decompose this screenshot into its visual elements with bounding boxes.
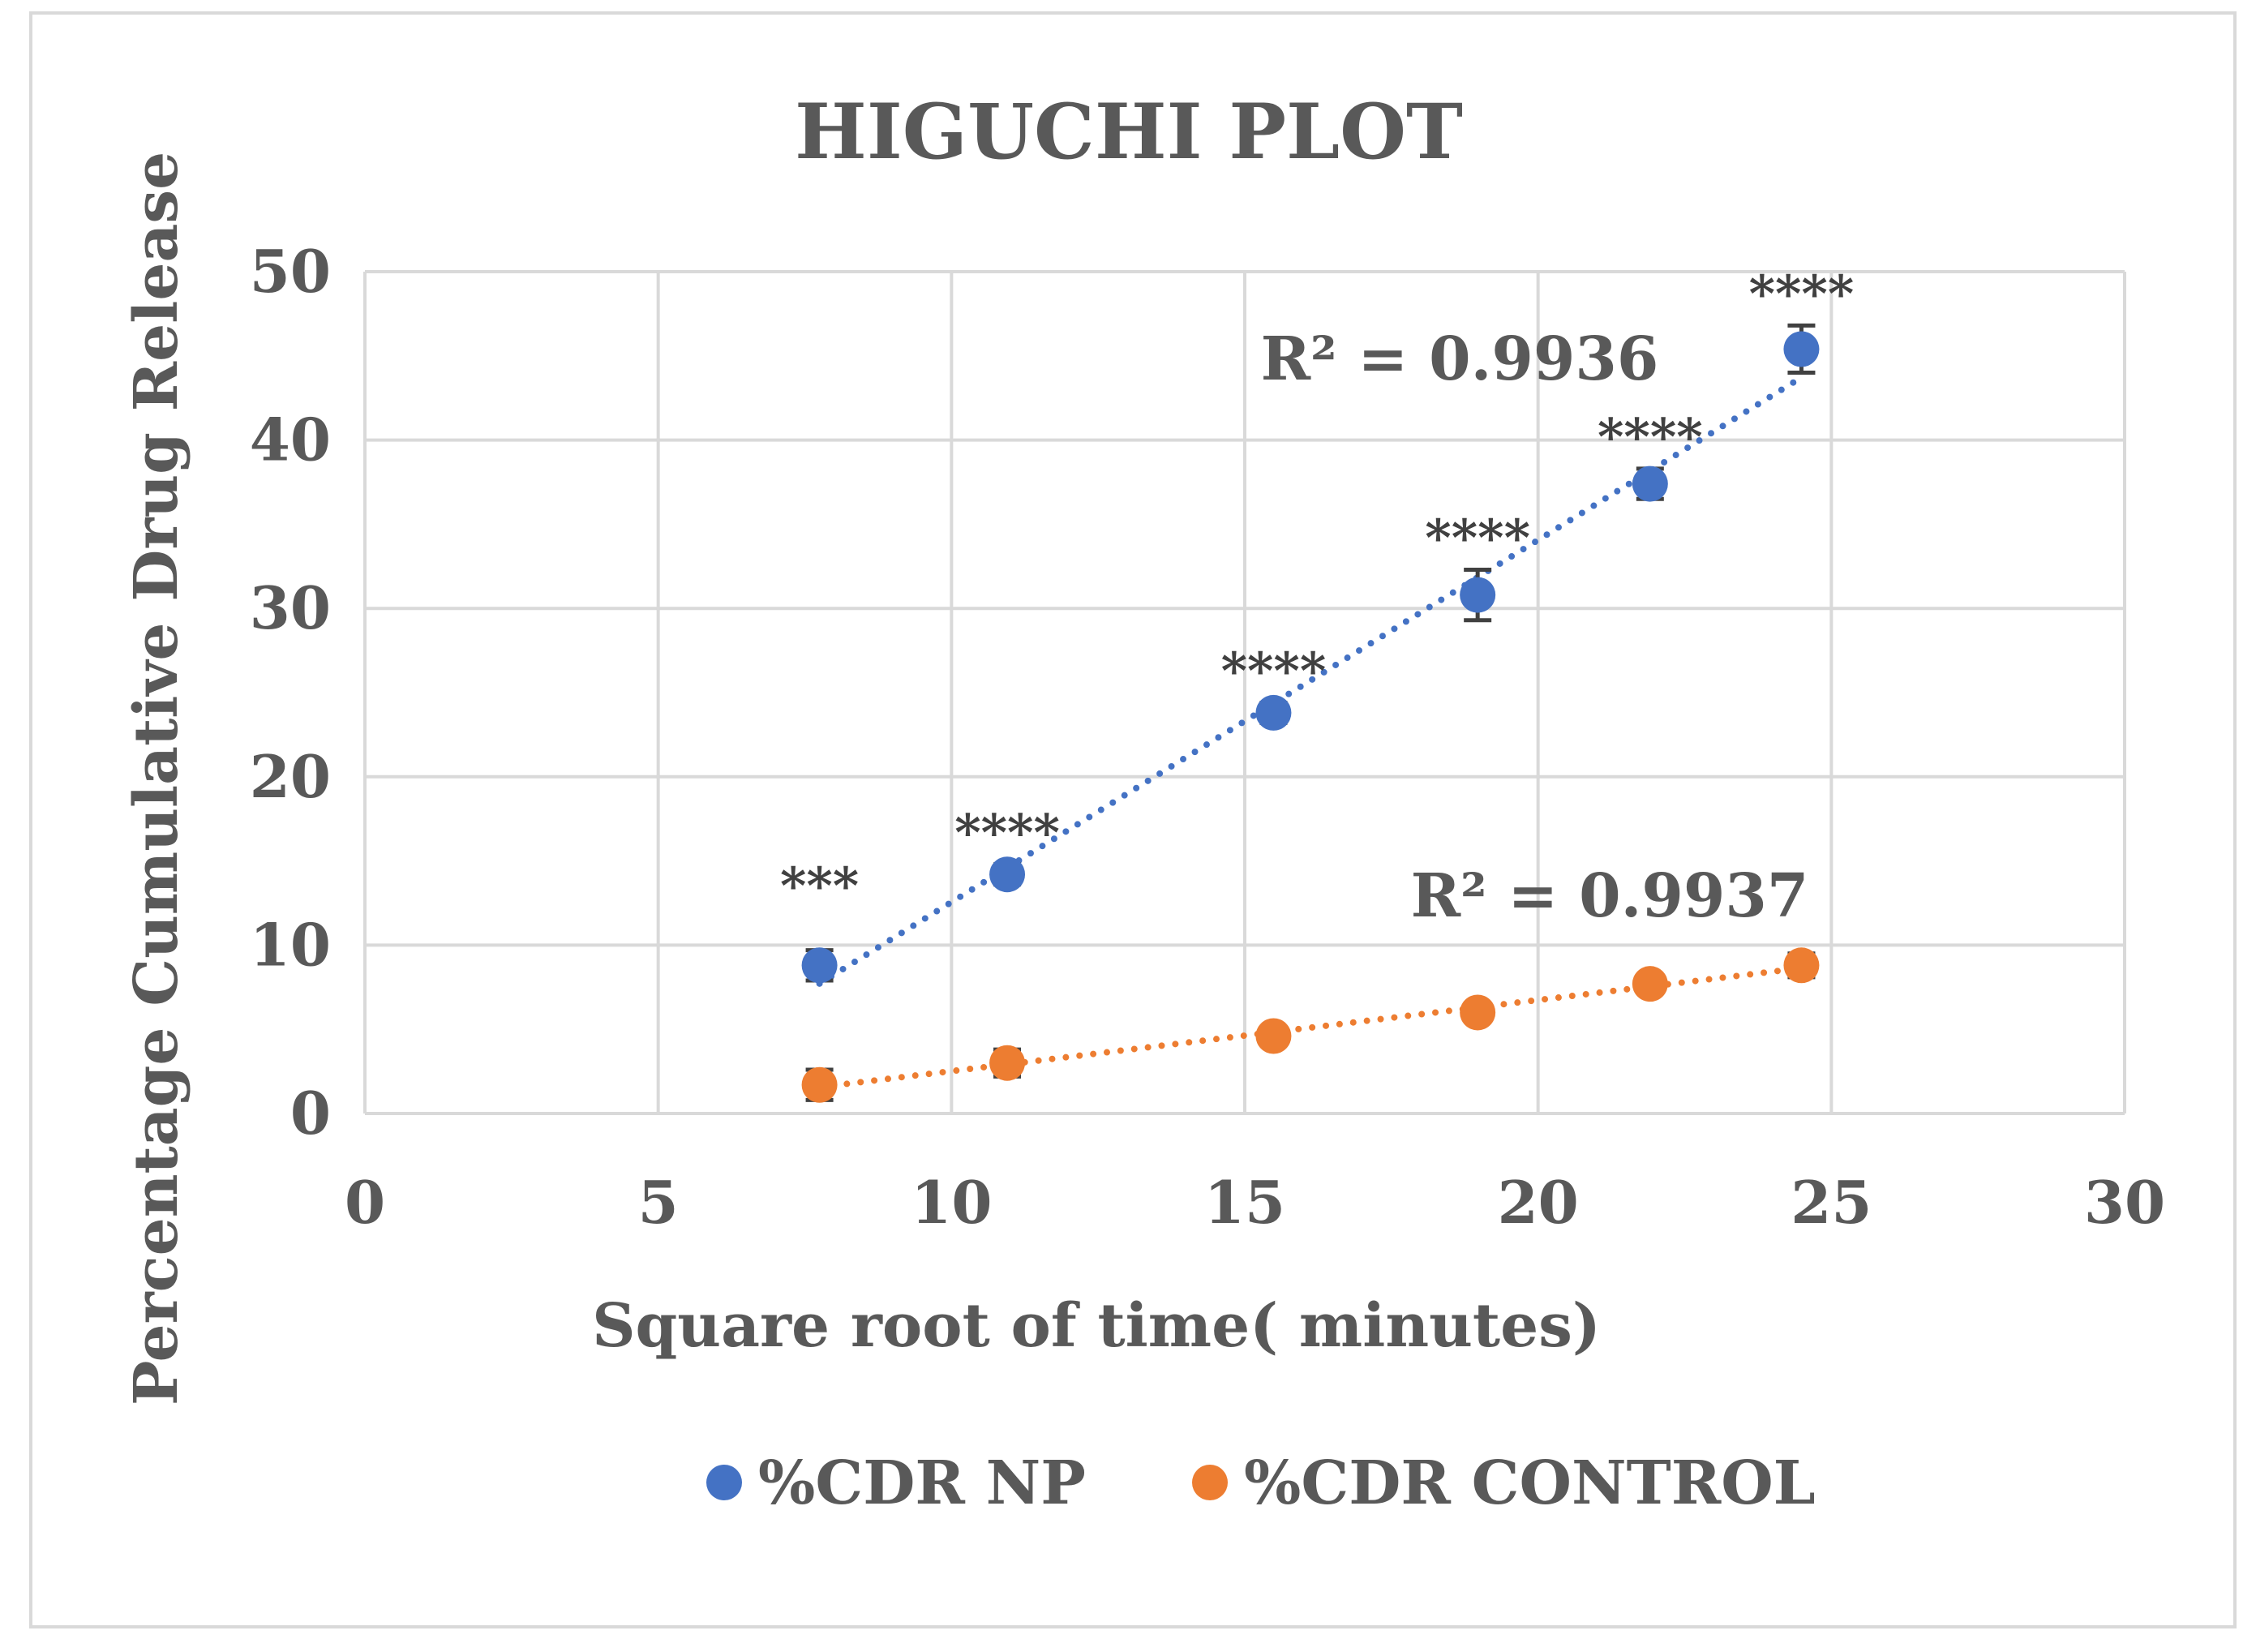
x-tick-label-2: 10 (911, 1168, 992, 1237)
x-tick-label-0: 0 (345, 1168, 385, 1237)
point-0-4 (1632, 466, 1668, 502)
y-tick-label-2: 20 (250, 742, 331, 811)
y-tick-label-0: 0 (290, 1079, 331, 1148)
x-tick-label-6: 30 (2084, 1168, 2165, 1237)
r-squared-0: R² = 0.9936 (1261, 324, 1659, 394)
gridlines (363, 270, 2126, 1115)
point-0-5 (1783, 331, 1820, 367)
significance-annotations: *********************** (780, 264, 1854, 915)
y-tick-label-5: 50 (250, 237, 331, 306)
point-0-0 (801, 947, 838, 984)
y-axis-label: Percentage Cumulative Drug Release (122, 152, 191, 1405)
r-squared-labels: R² = 0.9936 R² = 0.9937 (1261, 324, 1809, 931)
y-tick-label-1: 10 (250, 910, 331, 979)
point-1-4 (1632, 966, 1668, 1002)
x-tick-label-4: 20 (1498, 1168, 1579, 1237)
y-tick-label-3: 30 (250, 573, 331, 642)
significance-0-1: **** (954, 803, 1060, 862)
y-tick-labels: 0 10 20 30 40 50 (250, 237, 331, 1148)
legend-label-1: %CDR CONTROL (1244, 1448, 1816, 1518)
x-tick-labels: 0 5 10 15 20 25 30 (345, 1168, 2165, 1237)
x-tick-label-1: 5 (638, 1168, 679, 1237)
legend-marker-1 (1192, 1465, 1228, 1500)
legend: %CDR NP %CDR CONTROL (706, 1448, 1816, 1518)
trendline-0 (816, 374, 1805, 987)
point-0-2 (1255, 694, 1292, 731)
point-1-1 (989, 1045, 1026, 1081)
point-1-2 (1255, 1018, 1292, 1054)
r-squared-1: R² = 0.9937 (1411, 861, 1809, 931)
chart-frame (29, 11, 2237, 1628)
point-0-1 (989, 856, 1026, 893)
legend-label-0: %CDR NP (758, 1448, 1086, 1518)
x-axis-label: Square root of time( minutes) (592, 1291, 1601, 1361)
point-0-3 (1460, 577, 1496, 613)
significance-0-0: *** (780, 856, 859, 916)
point-1-5 (1783, 947, 1820, 984)
x-tick-label-5: 25 (1791, 1168, 1872, 1237)
point-1-0 (801, 1066, 838, 1103)
point-1-3 (1460, 994, 1496, 1031)
significance-0-2: **** (1221, 641, 1327, 700)
data-points (801, 331, 1820, 1103)
x-tick-label-3: 15 (1204, 1168, 1285, 1237)
chart-title: HIGUCHI PLOT (795, 88, 1463, 177)
y-tick-label-4: 40 (250, 405, 331, 474)
significance-0-4: **** (1598, 407, 1703, 466)
legend-marker-0 (706, 1465, 742, 1500)
significance-0-3: **** (1425, 508, 1530, 567)
significance-0-5: **** (1749, 264, 1855, 323)
